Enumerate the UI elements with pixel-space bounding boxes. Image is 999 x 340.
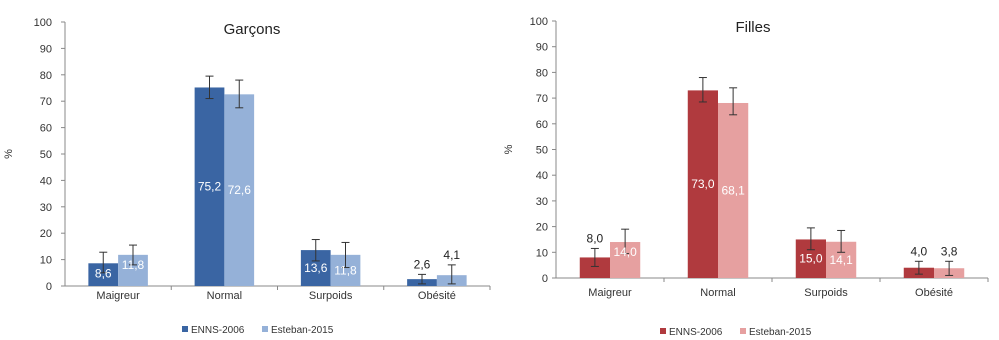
x-tick-label: Surpoids [309, 290, 353, 302]
data-label: 4,1 [443, 248, 460, 262]
legend-swatch [660, 328, 666, 334]
y-tick-label: 30 [40, 202, 52, 214]
legend-label: Esteban-2015 [271, 325, 334, 336]
bar [194, 87, 225, 286]
chart-title: Filles [735, 19, 770, 36]
data-label: 68,1 [721, 183, 745, 197]
y-tick-label: 70 [40, 96, 52, 108]
chart-filles: Filles% 0 10 20 30 40 50 60 70 80 90 100 Maigreur 8,0… [500, 0, 999, 340]
data-label: 72,6 [228, 183, 252, 197]
legend-label: ENNS-2006 [191, 325, 245, 336]
chart-garcons: Garçons% 0 10 20 30 40 50 60 70 80 90 100 Maigreur 8,… [3, 17, 491, 336]
bar [224, 94, 255, 286]
legend-swatch [740, 328, 746, 334]
chart-title: Garçons [224, 21, 281, 38]
x-tick-label: Maigreur [588, 287, 632, 299]
y-tick-label: 10 [40, 255, 52, 267]
y-tick-label: 50 [40, 149, 52, 161]
data-label: 13,6 [304, 261, 328, 275]
y-tick-label: 20 [40, 228, 52, 240]
bar [687, 90, 718, 278]
y-tick-label: 20 [536, 222, 548, 234]
data-label: 73,0 [691, 177, 715, 191]
y-tick-label: 10 [536, 247, 548, 259]
y-tick-label: 60 [536, 119, 548, 131]
bar [579, 257, 610, 278]
x-tick-label: Normal [207, 290, 242, 302]
legend-swatch [182, 326, 188, 332]
x-tick-label: Surpoids [804, 287, 848, 299]
y-axis-label: % [503, 144, 515, 154]
y-tick-label: 100 [530, 16, 548, 28]
x-tick-label: Maigreur [96, 290, 140, 302]
data-label: 15,0 [799, 252, 823, 266]
chart-svg: Garçons% 0 10 20 30 40 50 60 70 80 90 100 Maigreur 8,… [3, 17, 491, 336]
x-tick-label: Normal [700, 287, 735, 299]
data-label: 3,8 [941, 244, 958, 258]
x-tick-label: Obésité [418, 290, 456, 302]
legend-label: ENNS-2006 [669, 327, 723, 338]
chart-svg: Filles% 0 10 20 30 40 50 60 70 80 90 100 Maigreur 8,0… [503, 16, 989, 338]
legend-swatch [262, 326, 268, 332]
data-label: 2,6 [414, 257, 431, 271]
bar [718, 102, 749, 278]
data-label: 14,0 [613, 245, 637, 259]
bar [88, 263, 119, 286]
data-label: 8,6 [95, 266, 112, 280]
y-axis-label: % [3, 149, 15, 159]
y-tick-label: 0 [542, 273, 548, 285]
data-label: 4,0 [911, 244, 928, 258]
y-tick-label: 60 [40, 123, 52, 135]
x-tick-label: Obésité [915, 287, 953, 299]
y-tick-label: 90 [536, 42, 548, 54]
y-tick-label: 80 [40, 70, 52, 82]
data-label: 8,0 [587, 231, 604, 245]
y-tick-label: 40 [536, 170, 548, 182]
data-label: 75,2 [198, 180, 222, 194]
y-tick-label: 50 [536, 145, 548, 157]
y-tick-label: 70 [536, 93, 548, 105]
data-label: 14,1 [829, 253, 853, 267]
y-tick-label: 100 [34, 17, 52, 29]
y-tick-label: 0 [46, 281, 52, 293]
y-tick-label: 30 [536, 196, 548, 208]
y-tick-label: 40 [40, 175, 52, 187]
data-label: 11,8 [334, 263, 357, 277]
data-label: 11,8 [122, 258, 145, 272]
y-tick-label: 90 [40, 43, 52, 55]
legend-label: Esteban-2015 [749, 327, 812, 338]
y-tick-label: 80 [536, 67, 548, 79]
